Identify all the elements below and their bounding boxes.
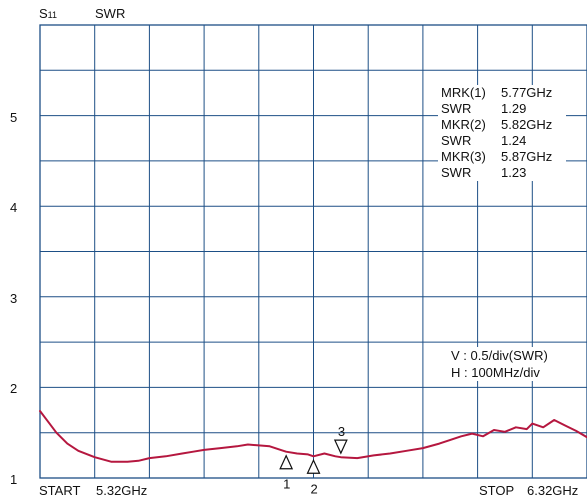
marker-3-frequency-row: MKR(3) 5.87GHz xyxy=(438,149,566,165)
marker-3-swr-label: SWR xyxy=(441,165,472,180)
marker-3-swr-row: SWR 1.23 xyxy=(438,165,566,181)
swr-trace-line xyxy=(39,410,587,463)
marker-2-frequency: 5.82GHz xyxy=(501,117,553,132)
parameter-label: S11 xyxy=(39,6,58,21)
marker-3-swr: 1.23 xyxy=(501,165,527,180)
marker-layer: 1 2 3 xyxy=(279,424,348,496)
marker-1-swr-label: SWR xyxy=(441,101,472,116)
stop-label: STOP xyxy=(479,483,515,498)
marker-2-swr: 1.24 xyxy=(501,133,527,148)
y-tick-label: 5 xyxy=(10,109,18,125)
marker-1-swr: 1.29 xyxy=(501,101,527,116)
vertical-scale: V : 0.5/div(SWR) xyxy=(451,348,548,363)
start-label: START xyxy=(39,483,81,498)
y-tick-label: 3 xyxy=(10,290,18,306)
marker-1-name: MRK(1) xyxy=(441,85,486,100)
marker-3-number: 3 xyxy=(338,424,345,439)
marker-3-frequency: 5.87GHz xyxy=(501,149,553,164)
marker-2-frequency-row: MKR(2) 5.82GHz xyxy=(438,117,566,133)
stop-frequency: 6.32GHz xyxy=(527,483,579,498)
marker-2-number: 2 xyxy=(311,481,318,496)
marker-2-swr-label: SWR xyxy=(441,133,472,148)
marker-2-swr-row: SWR 1.24 xyxy=(438,133,566,149)
marker-1-frequency: 5.77GHz xyxy=(501,85,553,100)
y-tick-label: 2 xyxy=(10,381,18,397)
marker-1-frequency-row: MRK(1) 5.77GHz xyxy=(438,85,566,101)
marker-1-swr-row: SWR 1.29 xyxy=(438,101,566,117)
format-label: SWR xyxy=(95,6,126,21)
marker-3-triangle xyxy=(333,439,348,455)
y-tick-label: 1 xyxy=(10,472,18,487)
marker-readout: MRK(1) 5.77GHz SWR 1.29 MKR(2) 5.82GHz SWR 1… xyxy=(438,85,566,181)
swr-trace xyxy=(39,410,587,463)
marker-1-triangle xyxy=(279,454,294,470)
marker-2-triangle xyxy=(306,458,321,474)
marker-2-name: MKR(2) xyxy=(441,117,486,132)
y-tick-label: 4 xyxy=(10,200,18,216)
start-frequency: 5.32GHz xyxy=(96,483,148,498)
marker-3-name: MKR(3) xyxy=(441,149,486,164)
scale-info: V : 0.5/div(SWR) H : 100MHz/div xyxy=(451,347,571,381)
horizontal-scale: H : 100MHz/div xyxy=(451,365,540,380)
marker-1-number: 1 xyxy=(283,477,290,492)
